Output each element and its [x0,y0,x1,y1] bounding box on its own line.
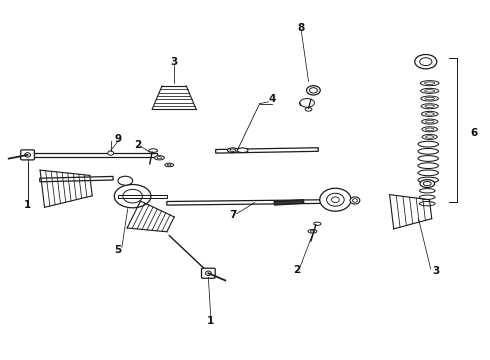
Text: 8: 8 [297,23,305,33]
Ellipse shape [149,149,158,152]
Ellipse shape [425,82,435,85]
Polygon shape [274,200,304,205]
Circle shape [108,151,114,155]
Ellipse shape [314,222,321,225]
Text: 3: 3 [171,57,178,67]
Ellipse shape [418,163,439,168]
Text: 2: 2 [293,265,300,275]
Ellipse shape [420,81,439,86]
Ellipse shape [418,177,439,183]
Ellipse shape [114,184,151,208]
Text: 3: 3 [432,266,439,276]
Ellipse shape [415,54,437,69]
Ellipse shape [118,176,133,185]
Ellipse shape [167,164,171,166]
Ellipse shape [418,148,439,154]
Circle shape [320,188,351,211]
Text: 1: 1 [24,200,31,210]
FancyBboxPatch shape [21,150,34,160]
Ellipse shape [307,86,320,95]
Ellipse shape [350,197,360,204]
Circle shape [205,271,211,275]
Ellipse shape [418,156,439,161]
Ellipse shape [423,181,431,186]
Ellipse shape [230,149,236,152]
Ellipse shape [421,119,438,124]
FancyBboxPatch shape [201,268,215,278]
Ellipse shape [155,156,164,160]
Ellipse shape [308,229,317,233]
Ellipse shape [418,141,439,147]
Text: 7: 7 [229,210,237,220]
Circle shape [327,193,344,206]
Circle shape [331,197,339,203]
Text: 4: 4 [268,94,275,104]
Ellipse shape [425,120,434,123]
Ellipse shape [425,105,435,108]
Text: 5: 5 [114,245,122,255]
Text: 9: 9 [114,134,122,144]
Ellipse shape [420,88,439,93]
Ellipse shape [425,136,434,138]
Ellipse shape [425,128,434,131]
Ellipse shape [305,108,312,111]
Ellipse shape [422,134,437,139]
Ellipse shape [310,87,318,93]
Ellipse shape [421,96,439,101]
Ellipse shape [237,148,248,153]
Ellipse shape [422,127,438,132]
Ellipse shape [419,58,432,66]
Ellipse shape [418,170,439,176]
Ellipse shape [123,189,143,203]
Ellipse shape [425,90,435,92]
Ellipse shape [420,180,435,188]
Ellipse shape [352,199,357,202]
Text: 6: 6 [470,129,477,138]
Ellipse shape [425,97,435,100]
Circle shape [24,153,30,157]
Ellipse shape [157,157,162,159]
Ellipse shape [419,195,435,199]
Ellipse shape [419,189,435,193]
Ellipse shape [419,202,435,206]
Text: 2: 2 [134,140,141,150]
Ellipse shape [165,163,173,167]
Ellipse shape [421,104,438,109]
Ellipse shape [425,113,434,115]
Ellipse shape [227,148,238,153]
Text: 1: 1 [207,316,215,325]
Ellipse shape [311,230,315,232]
Ellipse shape [421,111,438,116]
